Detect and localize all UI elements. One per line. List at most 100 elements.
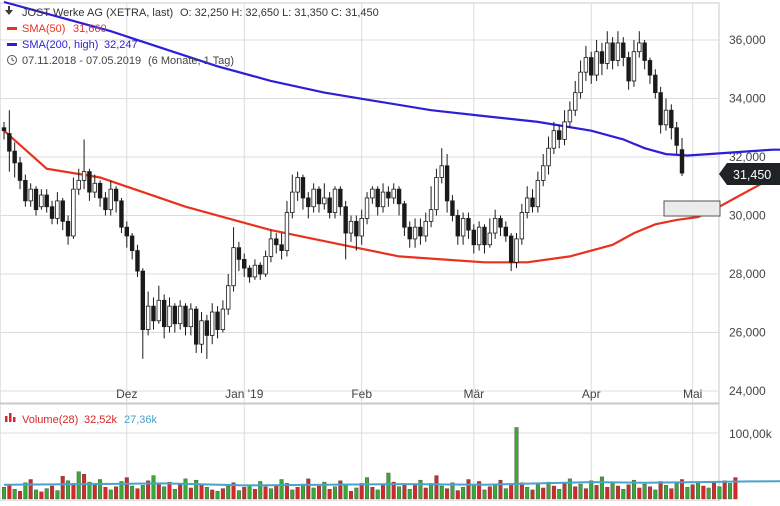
x-tick-label: Mär	[463, 387, 484, 401]
volume-bar-down	[252, 489, 257, 500]
candle-up	[145, 305, 151, 330]
volume-bar-up	[728, 483, 733, 500]
volume-bar-down	[551, 485, 556, 500]
volume-bar-down	[626, 484, 631, 500]
volume-bar-down	[316, 485, 321, 500]
volume-bar-up	[204, 487, 209, 500]
candle-up	[573, 92, 578, 111]
volume-bar-up	[471, 484, 476, 500]
arrow-down-icon	[5, 6, 13, 15]
chart-title: JOST Werke AG (XETRA, last)	[22, 7, 173, 19]
volume-bar-down	[7, 484, 12, 500]
volume-bar-up	[717, 486, 722, 500]
volume-bar-up	[183, 478, 188, 500]
candle-down	[247, 267, 252, 278]
candle-down	[466, 218, 471, 231]
sma50-value: 31,660	[73, 23, 107, 35]
candle-down	[135, 250, 140, 272]
candle-down	[49, 206, 55, 219]
volume-bar-down	[434, 475, 439, 500]
candle-up	[524, 197, 530, 213]
volume-bar-up	[55, 490, 60, 500]
volume-bar-up	[557, 489, 562, 500]
candle-down	[7, 133, 12, 152]
candle-up	[514, 238, 519, 263]
candle-down	[658, 92, 663, 126]
volume-bar-down	[39, 491, 44, 500]
candle-down	[530, 197, 535, 208]
volume-bar-down	[295, 487, 300, 500]
volume-bar-up	[343, 485, 348, 500]
x-tick-label: Jan '19	[225, 387, 264, 401]
volume-bar-down	[327, 489, 332, 500]
candle-down	[274, 238, 279, 246]
volume-bar-down	[381, 484, 386, 500]
candle-down	[599, 51, 605, 64]
candle-up	[562, 121, 567, 140]
volume-bar-up	[450, 482, 455, 500]
candle-up	[188, 308, 194, 328]
candle-down	[610, 42, 615, 61]
candle-down	[17, 162, 23, 181]
y-tick-label: 32,000	[729, 150, 766, 164]
candle-up	[108, 188, 113, 211]
volume-bar-up	[87, 481, 92, 500]
x-tick-label: Mai	[683, 387, 702, 401]
sma200-value: 32,247	[104, 39, 138, 51]
candle-up	[540, 165, 546, 181]
volume-bar-down	[605, 487, 610, 500]
x-tick-label: Apr	[582, 387, 601, 401]
candle-up	[71, 188, 76, 237]
volume-bar-up	[98, 479, 103, 500]
volume-bar-down	[28, 479, 33, 500]
volume-bar-up	[76, 471, 81, 500]
volume-bar-down	[71, 483, 76, 500]
volume-bar-down	[18, 491, 23, 500]
volume-bar-down	[615, 485, 620, 500]
clock-icon	[7, 55, 17, 65]
volume-bar-down	[231, 482, 236, 500]
volume-bar-up	[258, 481, 263, 500]
volume-bar-up	[631, 479, 636, 500]
candle-down	[375, 188, 380, 208]
volume-bar-up	[493, 483, 498, 500]
sma50-swatch	[7, 27, 17, 30]
volume-y-tick: 100,00k	[729, 427, 773, 441]
candle-up	[391, 188, 396, 199]
candle-down	[647, 60, 653, 76]
volume-bar-up	[482, 489, 487, 500]
volume-bar-down	[188, 487, 193, 500]
volume-bar-down	[690, 484, 695, 500]
volume-bar-down	[178, 484, 183, 500]
panel-frames	[0, 2, 720, 502]
candle-down	[455, 215, 460, 237]
y-tick-label: 36,000	[729, 33, 766, 47]
x-tick-label: Dez	[116, 387, 137, 401]
candle-up	[359, 218, 364, 237]
volume-bar-down	[274, 484, 279, 500]
y-tick-label: 24,000	[729, 384, 766, 398]
volume-bar-down	[60, 476, 65, 500]
candle-up	[370, 188, 375, 199]
time-x-axis: Dez Jan '19 Feb Mär Apr Mai	[116, 387, 702, 401]
candle-down	[60, 200, 65, 222]
volume-bar-up	[546, 481, 551, 500]
candle-down	[482, 226, 487, 246]
volume-bar-down	[156, 483, 161, 500]
candle-down	[679, 149, 685, 174]
candle-up	[311, 188, 316, 208]
candle-down	[300, 177, 306, 199]
sma50-legend: SMA(50) 31,660	[7, 23, 107, 35]
candle-up	[39, 194, 44, 208]
volume-bar-down	[349, 491, 354, 500]
last-price-marker: 31,450	[663, 163, 780, 217]
volume-bar-down	[583, 488, 588, 500]
candle-up	[199, 320, 204, 345]
volume-bar-down	[135, 488, 140, 500]
candle-up	[551, 130, 557, 149]
volume-bar-up	[514, 427, 519, 500]
y-tick-label: 30,000	[729, 209, 766, 223]
volume-bar-down	[637, 487, 642, 500]
candle-down	[151, 305, 156, 322]
candle-down	[444, 165, 450, 202]
